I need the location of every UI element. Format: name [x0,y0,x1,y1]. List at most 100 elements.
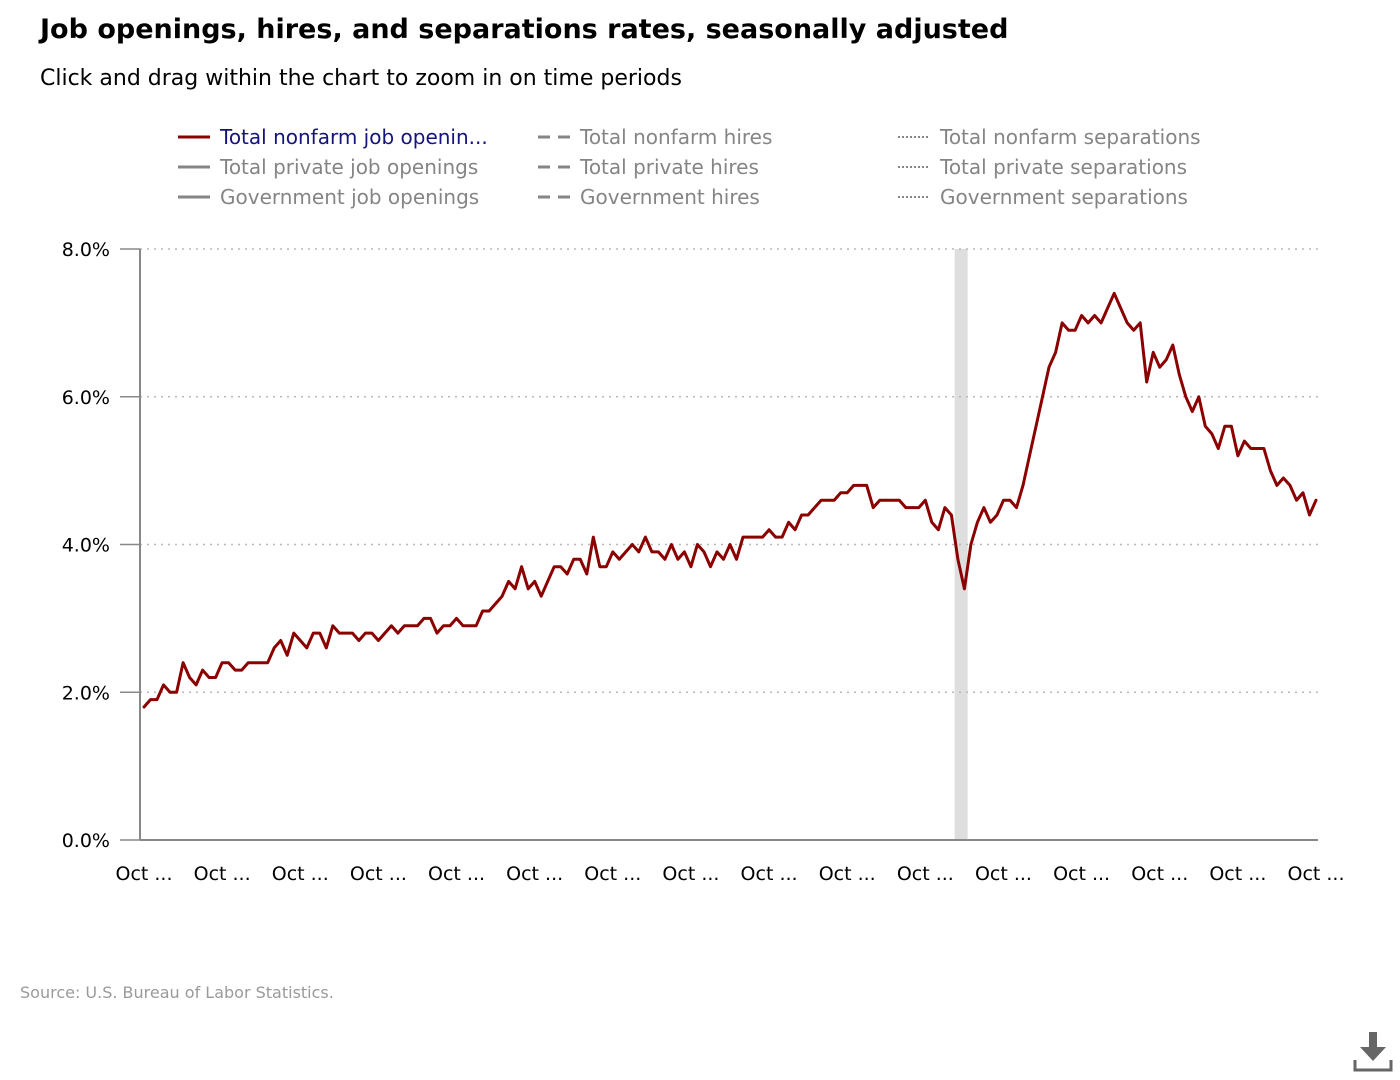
data-point[interactable] [707,563,715,571]
data-point[interactable] [192,681,200,689]
data-point[interactable] [1279,474,1287,482]
data-point[interactable] [928,518,936,526]
data-point[interactable] [811,504,819,512]
data-point[interactable] [1175,371,1183,379]
data-point[interactable] [446,622,454,630]
data-point[interactable] [472,622,480,630]
data-point[interactable] [791,526,799,534]
data-point[interactable] [277,637,285,645]
legend-item[interactable]: Total private separations [898,155,1187,179]
data-point[interactable] [1039,393,1047,401]
data-point[interactable] [316,629,324,637]
data-point[interactable] [1169,341,1177,349]
data-point[interactable] [414,622,422,630]
data-point[interactable] [967,541,975,549]
data-point[interactable] [986,518,994,526]
data-point[interactable] [322,644,330,652]
data-point[interactable] [264,659,272,667]
data-point[interactable] [1123,319,1131,327]
legend-item[interactable]: Total nonfarm job openin... [178,125,488,149]
data-point[interactable] [1286,481,1294,489]
data-point[interactable] [1195,393,1203,401]
data-point[interactable] [759,533,767,541]
data-point[interactable] [674,555,682,563]
data-point[interactable] [576,555,584,563]
data-point[interactable] [654,548,662,556]
data-point[interactable] [915,504,923,512]
data-point[interactable] [511,585,519,593]
data-point[interactable] [1091,312,1099,320]
data-point[interactable] [1149,348,1157,356]
data-point[interactable] [713,548,721,556]
data-point[interactable] [1188,408,1196,416]
data-point[interactable] [993,511,1001,519]
data-point[interactable] [720,555,728,563]
data-point[interactable] [199,666,207,674]
data-point[interactable] [667,541,675,549]
data-point[interactable] [394,629,402,637]
data-point[interactable] [921,496,929,504]
data-point[interactable] [1299,489,1307,497]
data-point[interactable] [225,659,233,667]
data-point[interactable] [778,533,786,541]
legend-item[interactable]: Total private hires [538,155,759,179]
legend-item[interactable]: Government hires [538,185,760,209]
data-point[interactable] [628,541,636,549]
data-point[interactable] [1208,430,1216,438]
data-point[interactable] [843,489,851,497]
data-point[interactable] [1032,422,1040,430]
data-point[interactable] [537,592,545,600]
data-point[interactable] [1026,452,1034,460]
data-point[interactable] [296,637,304,645]
data-point[interactable] [381,629,389,637]
data-point[interactable] [1104,304,1112,312]
data-point[interactable] [1227,422,1235,430]
data-point[interactable] [1234,452,1242,460]
data-point[interactable] [1143,378,1151,386]
data-point[interactable] [1162,356,1170,364]
data-point[interactable] [733,555,741,563]
data-point[interactable] [531,577,539,585]
data-point[interactable] [485,607,493,615]
data-point[interactable] [1058,319,1066,327]
data-point[interactable] [1084,319,1092,327]
data-point[interactable] [355,637,363,645]
data-point[interactable] [687,563,695,571]
data-point[interactable] [941,504,949,512]
legend-item[interactable]: Total nonfarm separations [898,125,1201,149]
data-point[interactable] [368,629,376,637]
data-point[interactable] [895,496,903,504]
data-point[interactable] [1078,312,1086,320]
data-point[interactable] [173,688,181,696]
data-point[interactable] [583,570,591,578]
data-point[interactable] [635,548,643,556]
data-point[interactable] [661,555,669,563]
data-point[interactable] [954,555,962,563]
data-point[interactable] [498,592,506,600]
data-point[interactable] [1201,422,1209,430]
data-point[interactable] [830,496,838,504]
data-point[interactable] [544,577,552,585]
data-point[interactable] [1097,319,1105,327]
data-point[interactable] [947,511,955,519]
legend-item[interactable]: Government job openings [178,185,479,209]
data-point[interactable] [615,555,623,563]
data-point[interactable] [973,518,981,526]
data-point[interactable] [1019,481,1027,489]
data-point[interactable] [641,533,649,541]
data-point[interactable] [348,629,356,637]
data-point[interactable] [140,703,148,711]
legend-item[interactable]: Total private job openings [178,155,478,179]
chart-area[interactable]: Total nonfarm job openin... Total nonfarm… [0,0,1400,960]
data-point[interactable] [804,511,812,519]
data-point[interactable] [1052,348,1060,356]
data-point[interactable] [179,659,187,667]
data-point[interactable] [212,674,220,682]
legend-item[interactable]: Total nonfarm hires [538,125,772,149]
data-point[interactable] [505,577,513,585]
data-point[interactable] [303,644,311,652]
data-point[interactable] [693,541,701,549]
legend-item[interactable]: Government separations [898,185,1188,209]
data-point[interactable] [374,637,382,645]
data-point[interactable] [1306,511,1314,519]
